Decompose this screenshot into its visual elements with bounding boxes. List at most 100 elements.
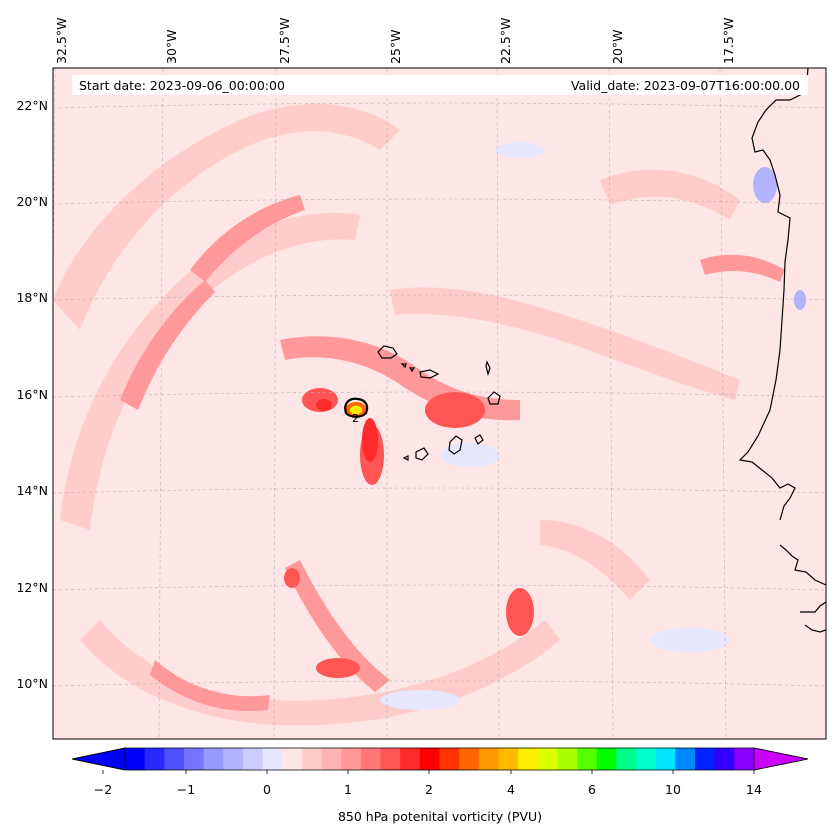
colorbar-segment (203, 748, 224, 770)
africa-coastline (779, 544, 826, 586)
gridline-lat (53, 680, 826, 687)
colorbar-segment (125, 748, 146, 770)
colorbar-segment (478, 748, 499, 770)
colorbar-segment (242, 748, 263, 770)
pv-band-medium (285, 560, 390, 692)
cape-verde-island (400, 363, 407, 369)
colorbar-segment (734, 748, 755, 770)
lon-label-30w: 30°W (164, 29, 179, 64)
pv-band-light (60, 212, 360, 530)
colorbar-segment (282, 748, 303, 770)
colorbar-segment (537, 748, 558, 770)
colorbar-segment (223, 748, 244, 770)
colorbar-segment (439, 748, 460, 770)
colorbar-segment (675, 748, 696, 770)
lat-label-12n: 12°N (16, 580, 48, 595)
colorbar-segment (301, 748, 322, 770)
pv-blob (284, 568, 300, 588)
colorbar-segment (518, 748, 539, 770)
pv-negative-patch (753, 167, 777, 203)
gridline-lat (53, 198, 826, 205)
contour-label: 2 (352, 412, 359, 425)
gridline-lat (53, 102, 826, 109)
colorbar-segment (636, 748, 657, 770)
gridline-lat (53, 584, 826, 591)
colorbar-segment (144, 748, 165, 770)
gridline-lon (496, 68, 500, 739)
colorbar-segment (262, 748, 283, 770)
lat-label-14n: 14°N (16, 483, 48, 498)
colorbar-segment (419, 748, 440, 770)
colorbar-extend-max (753, 747, 809, 771)
africa-coastline (800, 601, 826, 613)
colorbar-outline (71, 747, 809, 771)
lat-label-16n: 16°N (16, 387, 48, 402)
pv-band-light (53, 103, 400, 331)
lon-label-17-5w: 17.5°W (721, 17, 736, 64)
cb-tick-label: 6 (588, 782, 596, 797)
lat-label-20n: 20°N (16, 194, 48, 209)
colorbar-segment (655, 748, 676, 770)
pv-band-light (540, 520, 650, 600)
pv-negative-patch (650, 628, 730, 652)
pv-core-yellow (350, 405, 362, 415)
graticule (53, 68, 826, 739)
colorbar-segment (498, 748, 519, 770)
colorbar-segment (360, 748, 381, 770)
pv-band-medium (150, 660, 270, 712)
colorbar-segment (616, 748, 637, 770)
cb-tick-label: 10 (665, 782, 681, 797)
coastlines (377, 68, 826, 633)
pv-band-light (390, 287, 740, 400)
lon-label-32-5w: 32.5°W (54, 17, 69, 64)
pv-blob (316, 658, 360, 678)
cape-verde-island (408, 367, 416, 373)
pv-band-medium (190, 195, 305, 282)
pv-band-medium (700, 254, 785, 282)
pv-negative-patch (440, 443, 500, 467)
colorbar-segment (321, 748, 342, 770)
lon-label-27-5w: 27.5°W (277, 17, 292, 64)
colorbar-extend-min (71, 747, 126, 771)
lat-label-22n: 22°N (16, 98, 48, 113)
cb-tick-label: 2 (425, 782, 433, 797)
colorbar-title: 850 hPa potenital vorticity (PVU) (337, 809, 543, 824)
cape-verde-island (485, 360, 491, 377)
pv-blob (425, 392, 485, 428)
colorbar-segment (557, 748, 578, 770)
map-frame (52, 67, 827, 740)
gridline-lon (158, 68, 164, 739)
lon-label-25w: 25°W (388, 29, 403, 64)
pv-blob (362, 418, 378, 462)
gridline-lat (53, 294, 826, 301)
gridline-lon (273, 68, 277, 739)
map-panel (53, 68, 826, 739)
africa-coastline (738, 68, 809, 521)
colorbar-segment (183, 748, 205, 770)
pv-contour-2 (343, 397, 369, 418)
cb-tick-label: 14 (746, 782, 762, 797)
pv-negative-patch (794, 290, 806, 310)
colorbar-segment (400, 748, 421, 770)
colorbar-segment (714, 748, 735, 770)
cape-verde-island (377, 345, 398, 359)
cb-tick-label: 4 (507, 782, 515, 797)
gridline-lon (608, 68, 614, 739)
lat-label-10n: 10°N (16, 676, 48, 691)
colorbar-segment (577, 748, 598, 770)
pv-band-medium (120, 280, 215, 410)
cape-verde-island (487, 391, 501, 405)
valid-date-text: Valid_date: 2023-09-07T16:00:00.00 (570, 78, 800, 93)
africa-coastline (804, 624, 826, 633)
lon-label-22-5w: 22.5°W (498, 17, 513, 64)
cb-tick-label: −1 (176, 782, 196, 797)
gridline-lat (53, 487, 826, 494)
colorbar-segment (164, 748, 185, 770)
cape-verde-island (402, 455, 409, 461)
pv-negative-patch (380, 690, 460, 710)
colorbar-segment (695, 748, 716, 770)
pv-band-light (600, 169, 740, 220)
colorbar-segment (341, 748, 362, 770)
colorbar-segment (596, 748, 617, 770)
